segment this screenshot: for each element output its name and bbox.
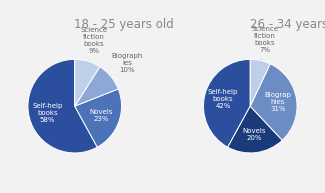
- Text: Science
fiction
books
7%: Science fiction books 7%: [252, 26, 279, 60]
- Text: Biograp
hies
31%: Biograp hies 31%: [265, 92, 292, 112]
- Wedge shape: [203, 59, 250, 147]
- Wedge shape: [28, 59, 97, 153]
- Text: Novels
20%: Novels 20%: [242, 128, 266, 141]
- Text: Biograph
ies
10%: Biograph ies 10%: [111, 53, 143, 76]
- Text: 26 - 34 years old: 26 - 34 years old: [250, 18, 325, 31]
- Text: Self-help
books
58%: Self-help books 58%: [32, 103, 63, 123]
- Text: Novels
23%: Novels 23%: [89, 109, 113, 122]
- Wedge shape: [75, 89, 122, 147]
- Text: 18 - 25 years old: 18 - 25 years old: [74, 18, 174, 31]
- Wedge shape: [75, 67, 118, 106]
- Wedge shape: [250, 59, 270, 106]
- Wedge shape: [250, 64, 297, 140]
- Wedge shape: [75, 59, 100, 106]
- Text: Self-help
books
42%: Self-help books 42%: [208, 89, 238, 109]
- Text: Science
fiction
books
9%: Science fiction books 9%: [80, 27, 107, 60]
- Wedge shape: [228, 106, 282, 153]
